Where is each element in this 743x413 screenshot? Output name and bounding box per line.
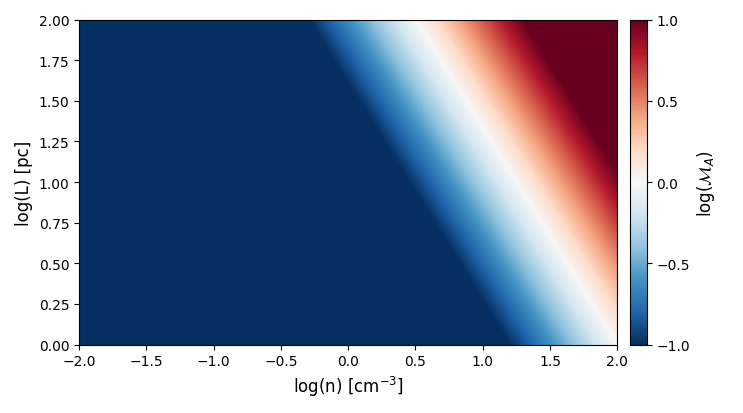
Y-axis label: log($\mathcal{M}_A$): log($\mathcal{M}_A$) (695, 149, 718, 216)
X-axis label: log(n) [cm$^{-3}$]: log(n) [cm$^{-3}$] (293, 374, 403, 398)
Y-axis label: log(L) [pc]: log(L) [pc] (15, 140, 33, 225)
